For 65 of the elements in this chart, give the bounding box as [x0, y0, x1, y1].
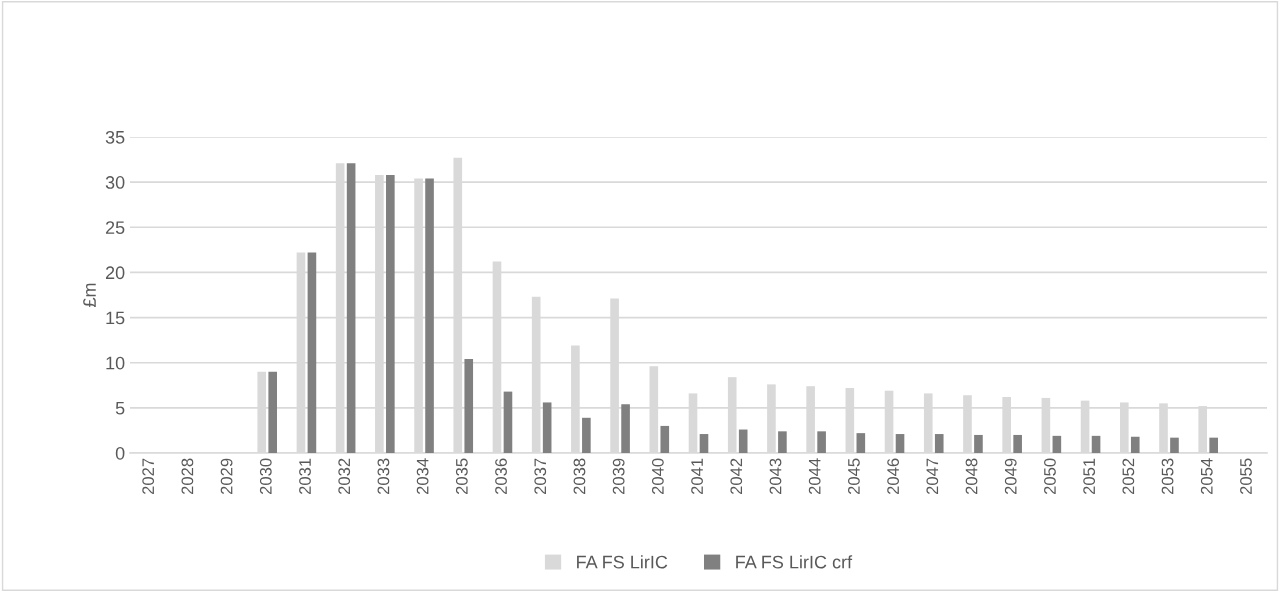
bar — [778, 431, 787, 453]
bar — [307, 252, 317, 453]
y-tick-label: 35 — [105, 130, 125, 144]
x-tick-label: 2035 — [455, 458, 468, 495]
bar — [386, 174, 395, 453]
bar — [974, 434, 983, 453]
x-tick-label: 2052 — [1122, 458, 1135, 495]
bar — [699, 434, 709, 453]
bar — [621, 404, 630, 453]
x-tick-label: 2040 — [651, 458, 664, 495]
bar — [856, 433, 866, 453]
x-tick-label: 2043 — [769, 458, 782, 495]
x-tick-label: 2030 — [259, 458, 272, 495]
x-tick-label: 2027 — [142, 458, 155, 495]
x-tick-label: 2036 — [495, 458, 507, 495]
x-tick-label: 2029 — [220, 458, 233, 495]
bar — [1170, 437, 1179, 453]
x-tick-label: 2034 — [416, 458, 429, 495]
x-tick-label: 2054 — [1200, 458, 1213, 495]
bar — [346, 163, 356, 453]
x-tick-label: 2049 — [1004, 458, 1017, 495]
x-tick-label: 2038 — [573, 458, 586, 495]
bar — [503, 391, 513, 453]
y-axis-title: £m — [83, 283, 96, 308]
x-tick-label: 2048 — [965, 458, 978, 495]
x-tick-label: 2047 — [926, 458, 939, 495]
y-tick-label: 10 — [106, 356, 125, 370]
x-tick-label: 2028 — [181, 458, 194, 495]
x-tick-label: 2032 — [338, 458, 351, 495]
bar — [738, 429, 748, 453]
x-tick-label: 2044 — [808, 458, 821, 495]
x-tick-label: 2039 — [612, 458, 625, 495]
bar — [895, 434, 905, 453]
bar — [1013, 434, 1022, 453]
x-tick-label: 2051 — [1083, 458, 1096, 495]
x-tick-label: 2033 — [377, 458, 390, 495]
bar — [1130, 436, 1140, 453]
legend-label: FA FS LirIC — [577, 555, 668, 569]
bar — [425, 178, 434, 453]
x-tick-label: 2046 — [887, 458, 900, 495]
bar — [1091, 435, 1101, 453]
bar — [660, 425, 670, 453]
x-tick-label: 2050 — [1044, 458, 1056, 495]
bar — [464, 359, 474, 453]
x-tick-label: 2053 — [1161, 458, 1174, 495]
bar — [582, 417, 591, 453]
x-tick-label: 2042 — [730, 458, 743, 495]
x-tick-label: 2055 — [1240, 458, 1252, 495]
x-tick-label: 2031 — [299, 458, 311, 495]
y-tick-label: 20 — [105, 266, 125, 280]
bar — [1052, 435, 1062, 453]
x-tick-label: 2045 — [848, 458, 860, 495]
x-tick-label: 2041 — [691, 458, 703, 495]
bar — [542, 402, 552, 453]
legend-label: FA FS LirIC crf — [736, 555, 853, 569]
bar — [1209, 437, 1218, 453]
y-tick-label: 0 — [115, 446, 125, 460]
y-tick-label: 25 — [105, 221, 125, 235]
bar — [268, 371, 278, 453]
x-tick-label: 2037 — [534, 458, 547, 495]
bar — [934, 434, 944, 453]
y-tick-label: 5 — [115, 401, 125, 415]
bar — [817, 431, 826, 453]
y-tick-label: 15 — [106, 311, 125, 325]
y-tick-label: 30 — [105, 176, 125, 189]
